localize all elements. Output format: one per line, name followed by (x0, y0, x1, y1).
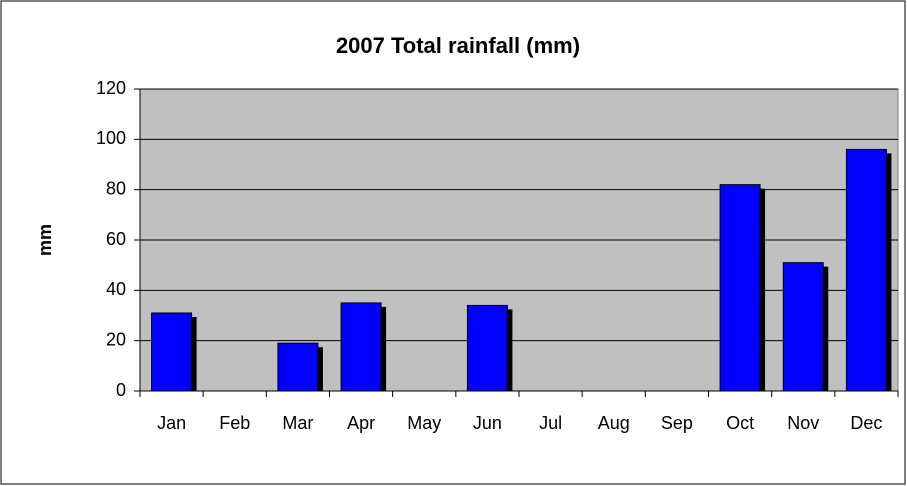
bar (845, 148, 887, 392)
x-tick-label: Sep (661, 413, 693, 433)
x-tick-label: Nov (787, 413, 819, 433)
y-tick-label: 0 (116, 380, 126, 400)
y-tick-label: 100 (96, 128, 126, 148)
bar (340, 302, 382, 392)
y-tick-label: 60 (106, 229, 126, 249)
x-tick-label: Apr (347, 413, 375, 433)
bar (466, 304, 508, 392)
y-tick-label: 20 (106, 329, 126, 349)
x-tick-label: Oct (726, 413, 754, 433)
x-tick-label: Jun (473, 413, 502, 433)
chart-title: 2007 Total rainfall (mm) (336, 33, 580, 58)
x-tick-label: Feb (219, 413, 250, 433)
bar (277, 342, 319, 392)
x-tick-label: Aug (598, 413, 630, 433)
y-axis-label: mm (35, 224, 55, 256)
bar (151, 312, 193, 392)
bar (782, 262, 824, 392)
bar (719, 184, 761, 392)
x-tick-label: Jan (157, 413, 186, 433)
y-tick-label: 120 (96, 78, 126, 98)
x-tick-label: May (407, 413, 441, 433)
y-tick-label: 80 (106, 178, 126, 198)
x-tick-label: Dec (850, 413, 882, 433)
x-tick-label: Jul (539, 413, 562, 433)
x-tick-label: Mar (282, 413, 313, 433)
y-tick-label: 40 (106, 279, 126, 299)
